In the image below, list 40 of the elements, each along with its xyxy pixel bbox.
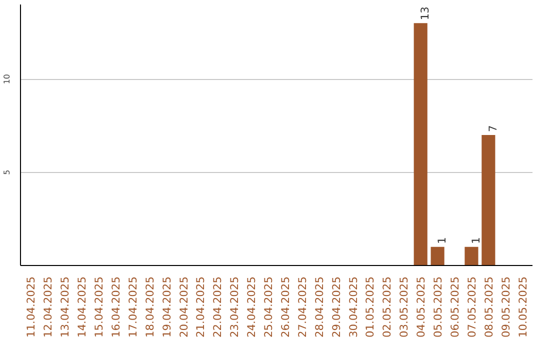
x-tick-label: 13.04.2025 (58, 276, 72, 338)
x-tick-label: 28.04.2025 (312, 276, 326, 338)
x-tick-label: 08.05.2025 (482, 276, 496, 338)
x-tick-label: 10.05.2025 (516, 276, 530, 338)
x-tick-label: 07.05.2025 (465, 276, 478, 338)
x-tick-label: 06.05.2025 (448, 276, 462, 338)
x-tick-label: 01.05.2025 (364, 276, 377, 338)
bar (482, 135, 496, 266)
x-tick-label: 26.04.2025 (278, 276, 292, 338)
x-tick-label: 23.04.2025 (228, 276, 242, 338)
data-label: 7 (486, 125, 500, 132)
x-tick-label: 24.04.2025 (245, 276, 258, 338)
x-tick-label: 11.04.2025 (24, 276, 38, 338)
y-tick-label: 10 (2, 74, 12, 84)
x-tick-label: 17.04.2025 (126, 276, 140, 338)
x-tick-label: 27.04.2025 (296, 276, 309, 338)
x-tick-label: 30.04.2025 (346, 276, 360, 338)
x-tick-label: 04.05.2025 (414, 276, 428, 338)
x-tick-label: 16.04.2025 (109, 276, 122, 338)
x-tick-label: 15.04.2025 (92, 276, 106, 338)
data-label: 13 (418, 6, 432, 20)
x-tick-label: 05.05.2025 (432, 276, 445, 338)
x-tick-label: 20.04.2025 (177, 276, 190, 338)
data-label: 1 (469, 237, 482, 244)
x-tick-label: 14.04.2025 (76, 276, 89, 338)
x-tick-label: 02.05.2025 (380, 276, 394, 338)
x-tick-label: 19.04.2025 (160, 276, 174, 338)
bar (414, 23, 428, 266)
bar (430, 246, 444, 266)
x-tick-label: 25.04.2025 (262, 276, 276, 338)
bar (464, 246, 478, 266)
x-tick-label: 09.05.2025 (499, 276, 512, 338)
x-tick-label: 29.04.2025 (330, 276, 343, 338)
y-tick-label: 5 (2, 170, 12, 175)
x-tick-label: 12.04.2025 (42, 276, 55, 338)
x-tick-label: 03.05.2025 (398, 276, 411, 338)
x-tick-label: 18.04.2025 (143, 276, 156, 338)
x-tick-label: 22.04.2025 (211, 276, 224, 338)
x-tick-label: 21.04.2025 (194, 276, 208, 338)
data-label: 1 (436, 237, 449, 244)
